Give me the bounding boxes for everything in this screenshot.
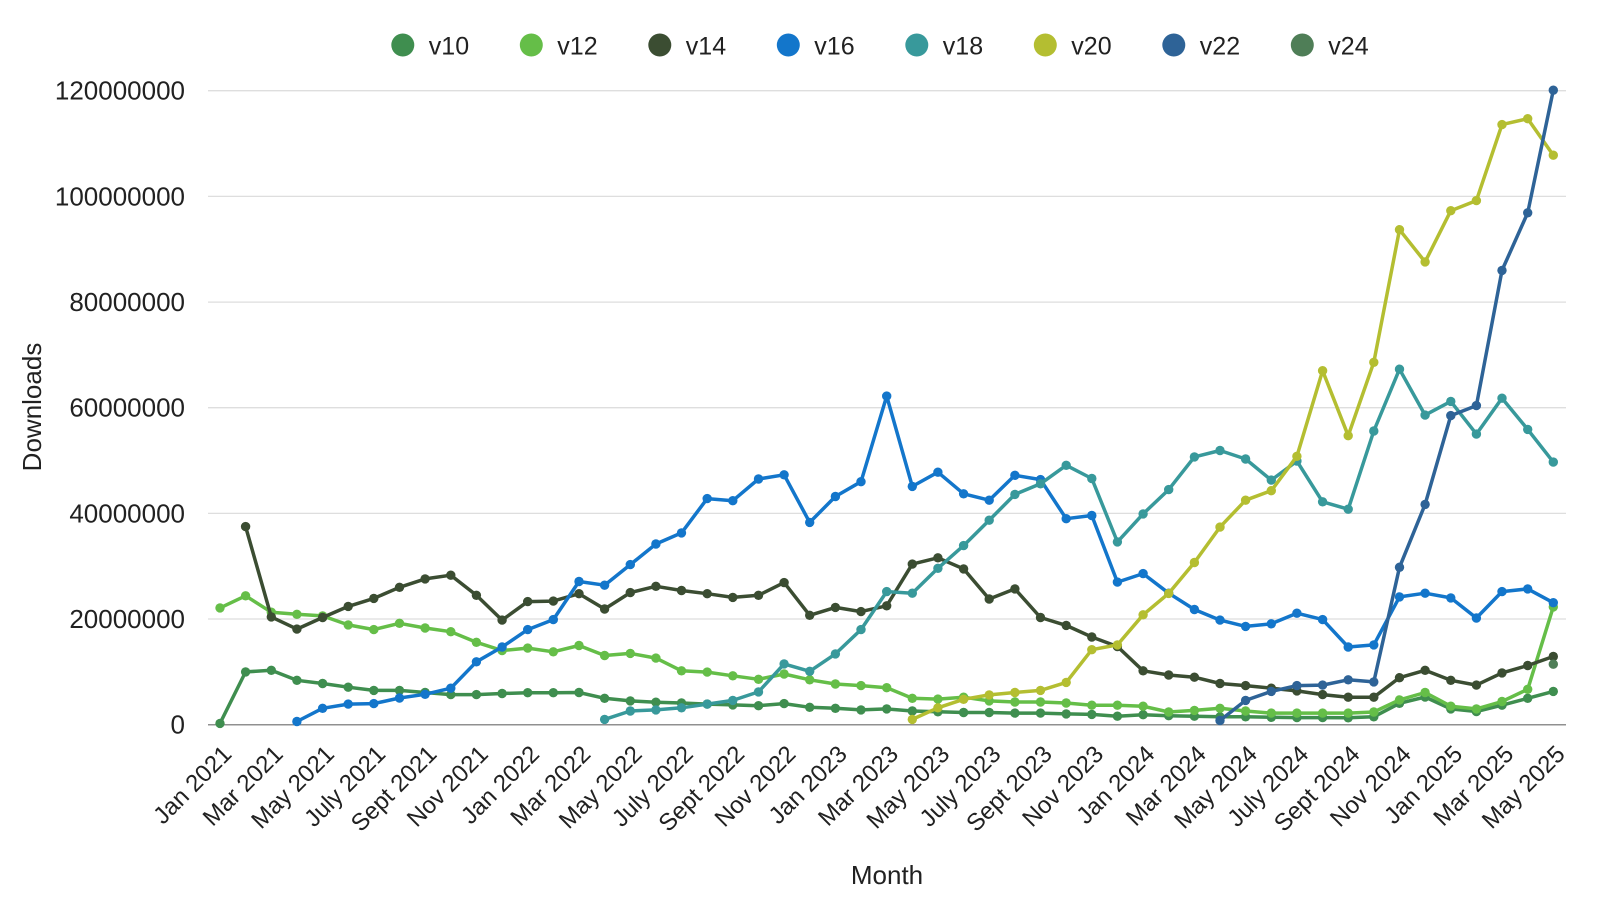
svg-text:v16: v16 <box>814 33 854 61</box>
svg-text:Downloads: Downloads <box>17 343 47 472</box>
svg-text:80000000: 80000000 <box>69 287 185 317</box>
svg-text:v14: v14 <box>686 33 726 61</box>
svg-text:v22: v22 <box>1200 33 1240 61</box>
svg-text:Month: Month <box>851 860 923 890</box>
svg-text:v12: v12 <box>557 33 597 61</box>
svg-text:v18: v18 <box>943 33 983 61</box>
svg-text:v24: v24 <box>1328 33 1368 61</box>
svg-text:20000000: 20000000 <box>69 604 185 634</box>
svg-text:v20: v20 <box>1071 33 1111 61</box>
svg-text:100000000: 100000000 <box>55 181 185 211</box>
svg-text:0: 0 <box>171 710 185 740</box>
svg-text:120000000: 120000000 <box>55 76 185 106</box>
svg-text:60000000: 60000000 <box>69 393 185 423</box>
svg-text:40000000: 40000000 <box>69 498 185 528</box>
svg-text:v10: v10 <box>429 33 469 61</box>
